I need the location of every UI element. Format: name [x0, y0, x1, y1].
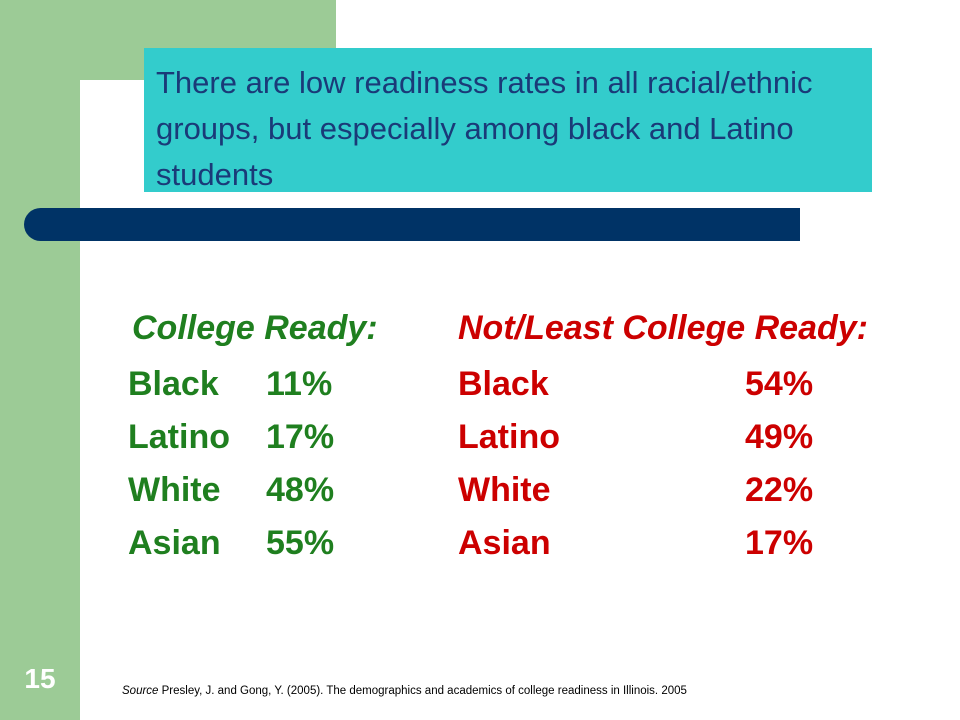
- group-label: White: [458, 471, 551, 509]
- college-ready-row: Asian 55%: [128, 517, 428, 570]
- not-ready-row: Asian 17%: [458, 517, 938, 570]
- not-ready-header: Not/Least College Ready:: [458, 309, 868, 347]
- college-ready-row: Black 11%: [128, 358, 428, 411]
- percent-value: 49%: [745, 418, 814, 456]
- group-label: Latino: [128, 418, 230, 456]
- percent-value: 54%: [745, 365, 814, 403]
- percent-value: 17%: [745, 524, 814, 562]
- slide-title: There are low readiness rates in all rac…: [156, 65, 813, 192]
- group-label: White: [128, 471, 221, 509]
- college-ready-column: College Ready: Black 11% Latino 17% Whit…: [128, 305, 428, 570]
- group-label: Black: [128, 365, 219, 403]
- group-label: Asian: [458, 524, 551, 562]
- group-label: Asian: [128, 524, 221, 562]
- not-ready-row: Latino 49%: [458, 411, 938, 464]
- not-ready-row: White 22%: [458, 464, 938, 517]
- source-label: Source: [122, 685, 159, 697]
- title-box: There are low readiness rates in all rac…: [144, 48, 872, 192]
- percent-value: 48%: [266, 471, 335, 509]
- group-label: Black: [458, 365, 549, 403]
- not-ready-column: Not/Least College Ready: Black 54% Latin…: [458, 305, 938, 570]
- college-ready-row: Latino 17%: [128, 411, 428, 464]
- college-ready-row: White 48%: [128, 464, 428, 517]
- college-ready-header: College Ready:: [132, 309, 378, 347]
- source-text: Presley, J. and Gong, Y. (2005). The dem…: [158, 685, 687, 697]
- percent-value: 11%: [266, 365, 333, 403]
- not-ready-row: Black 54%: [458, 358, 938, 411]
- percent-value: 22%: [745, 471, 814, 509]
- source-citation: Source Presley, J. and Gong, Y. (2005). …: [122, 685, 687, 697]
- percent-value: 17%: [266, 418, 335, 456]
- slide-number: 15: [24, 663, 56, 694]
- percent-value: 55%: [266, 524, 335, 562]
- group-label: Latino: [458, 418, 560, 456]
- divider-bar: [24, 208, 800, 241]
- side-accent-bar: [0, 0, 80, 720]
